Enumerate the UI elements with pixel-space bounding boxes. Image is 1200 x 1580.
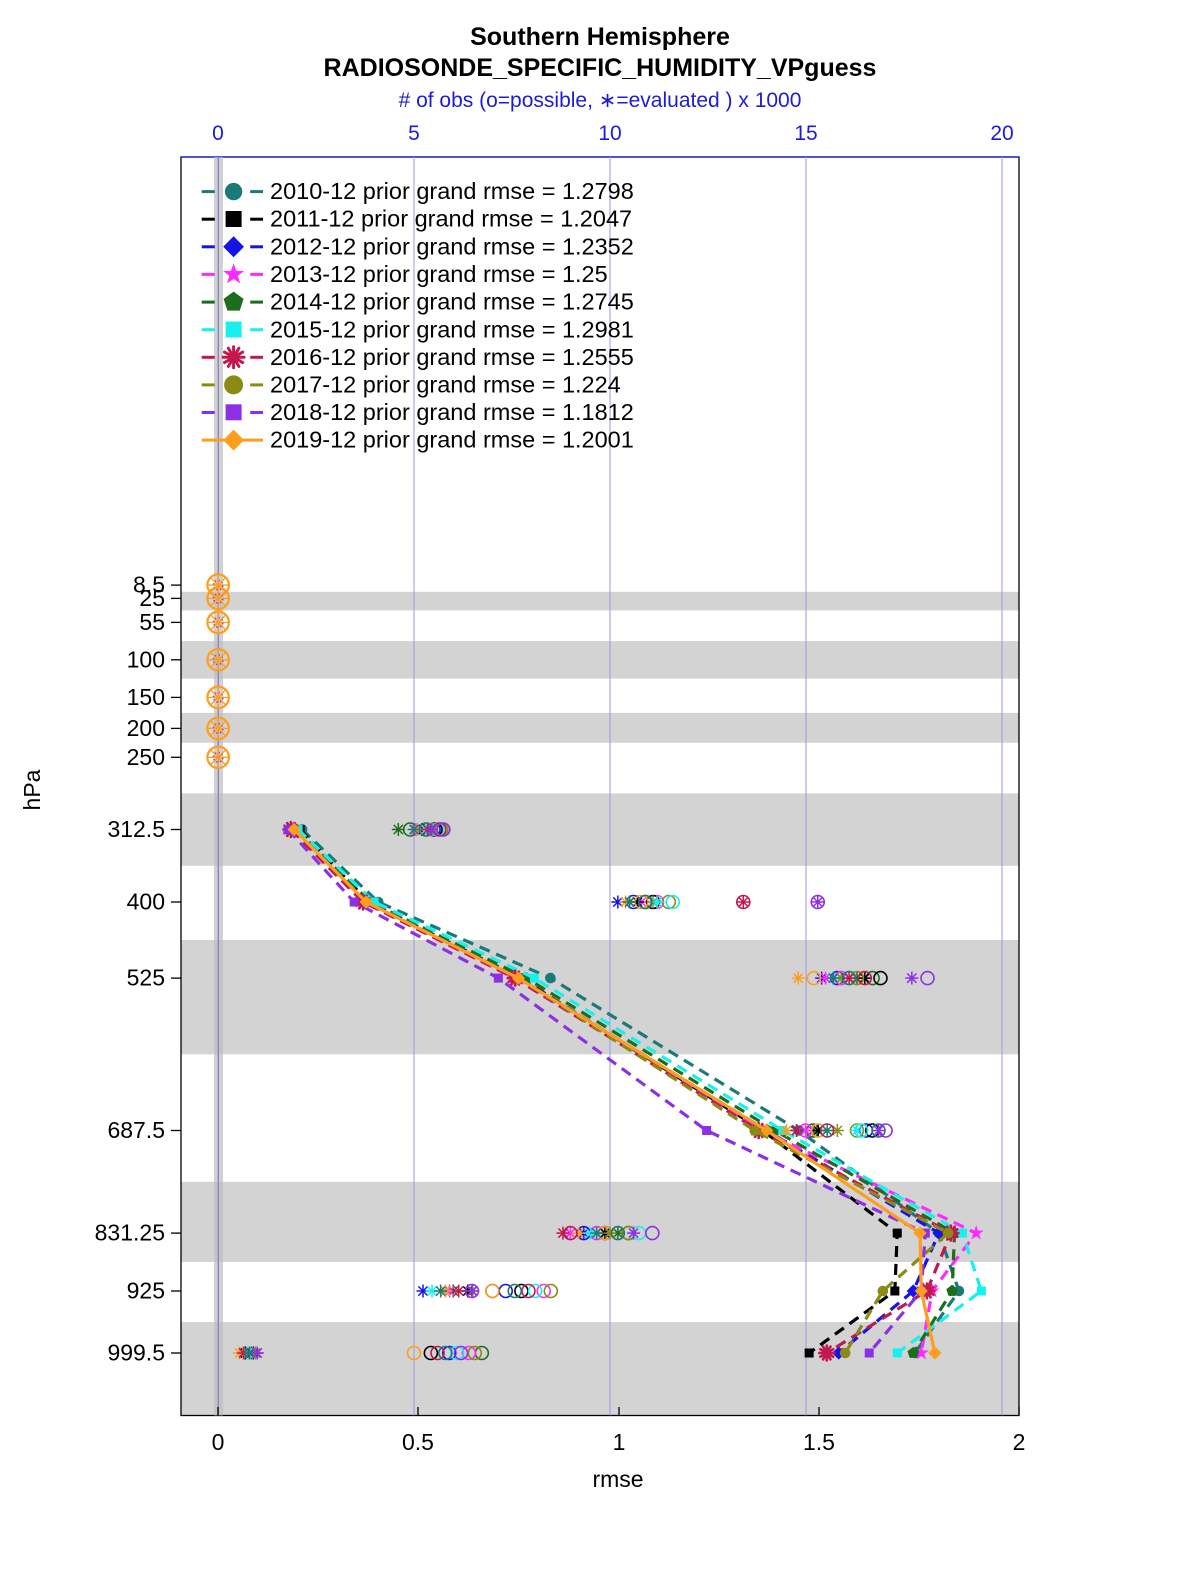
svg-text:312.5: 312.5 [107, 816, 165, 842]
svg-text:2012-12 prior grand rmse = 1.2: 2012-12 prior grand rmse = 1.2352 [270, 233, 634, 259]
svg-text:0: 0 [212, 1429, 225, 1455]
svg-text:400: 400 [127, 889, 165, 915]
svg-text:2017-12 prior grand rmse = 1.2: 2017-12 prior grand rmse = 1.224 [270, 372, 621, 398]
svg-text:2011-12 prior grand rmse = 1.2: 2011-12 prior grand rmse = 1.2047 [270, 206, 632, 232]
svg-text:100: 100 [127, 647, 165, 673]
svg-text:20: 20 [990, 122, 1013, 145]
svg-text:2018-12 prior grand rmse = 1.1: 2018-12 prior grand rmse = 1.1812 [270, 399, 634, 425]
svg-text:2019-12 prior grand rmse = 1.2: 2019-12 prior grand rmse = 1.2001 [270, 427, 634, 453]
svg-text:10: 10 [598, 122, 621, 145]
svg-text:1.5: 1.5 [803, 1429, 835, 1455]
svg-text:Southern Hemisphere: Southern Hemisphere [470, 23, 730, 51]
svg-text:RADIOSONDE_SPECIFIC_HUMIDITY_V: RADIOSONDE_SPECIFIC_HUMIDITY_VPguess [324, 54, 877, 82]
svg-text:999.5: 999.5 [107, 1340, 165, 1366]
svg-text:250: 250 [127, 744, 165, 770]
svg-text:2013-12 prior grand rmse = 1.2: 2013-12 prior grand rmse = 1.25 [270, 261, 608, 287]
svg-text:55: 55 [139, 609, 165, 635]
svg-text:15: 15 [794, 122, 817, 145]
svg-text:687.5: 687.5 [107, 1117, 165, 1143]
svg-text:# of obs (o=possible, ∗=evalua: # of obs (o=possible, ∗=evaluated ) x 10… [399, 89, 802, 112]
svg-text:525: 525 [127, 965, 165, 991]
svg-text:2: 2 [1013, 1429, 1026, 1455]
svg-text:2015-12 prior grand rmse = 1.2: 2015-12 prior grand rmse = 1.2981 [270, 316, 634, 342]
svg-text:1: 1 [613, 1429, 626, 1455]
svg-text:0.5: 0.5 [402, 1429, 434, 1455]
svg-text:hPa: hPa [19, 769, 45, 810]
svg-text:831.25: 831.25 [95, 1220, 165, 1246]
svg-text:2014-12 prior grand rmse = 1.2: 2014-12 prior grand rmse = 1.2745 [270, 289, 634, 315]
svg-text:5: 5 [408, 122, 420, 145]
svg-text:200: 200 [127, 715, 165, 741]
svg-text:25: 25 [139, 585, 165, 611]
svg-text:0: 0 [212, 122, 224, 145]
svg-text:925: 925 [127, 1278, 165, 1304]
svg-text:2010-12 prior grand rmse = 1.2: 2010-12 prior grand rmse = 1.2798 [270, 178, 634, 204]
svg-text:rmse: rmse [592, 1466, 643, 1492]
svg-text:150: 150 [127, 684, 165, 710]
svg-text:2016-12 prior grand rmse = 1.2: 2016-12 prior grand rmse = 1.2555 [270, 344, 634, 370]
